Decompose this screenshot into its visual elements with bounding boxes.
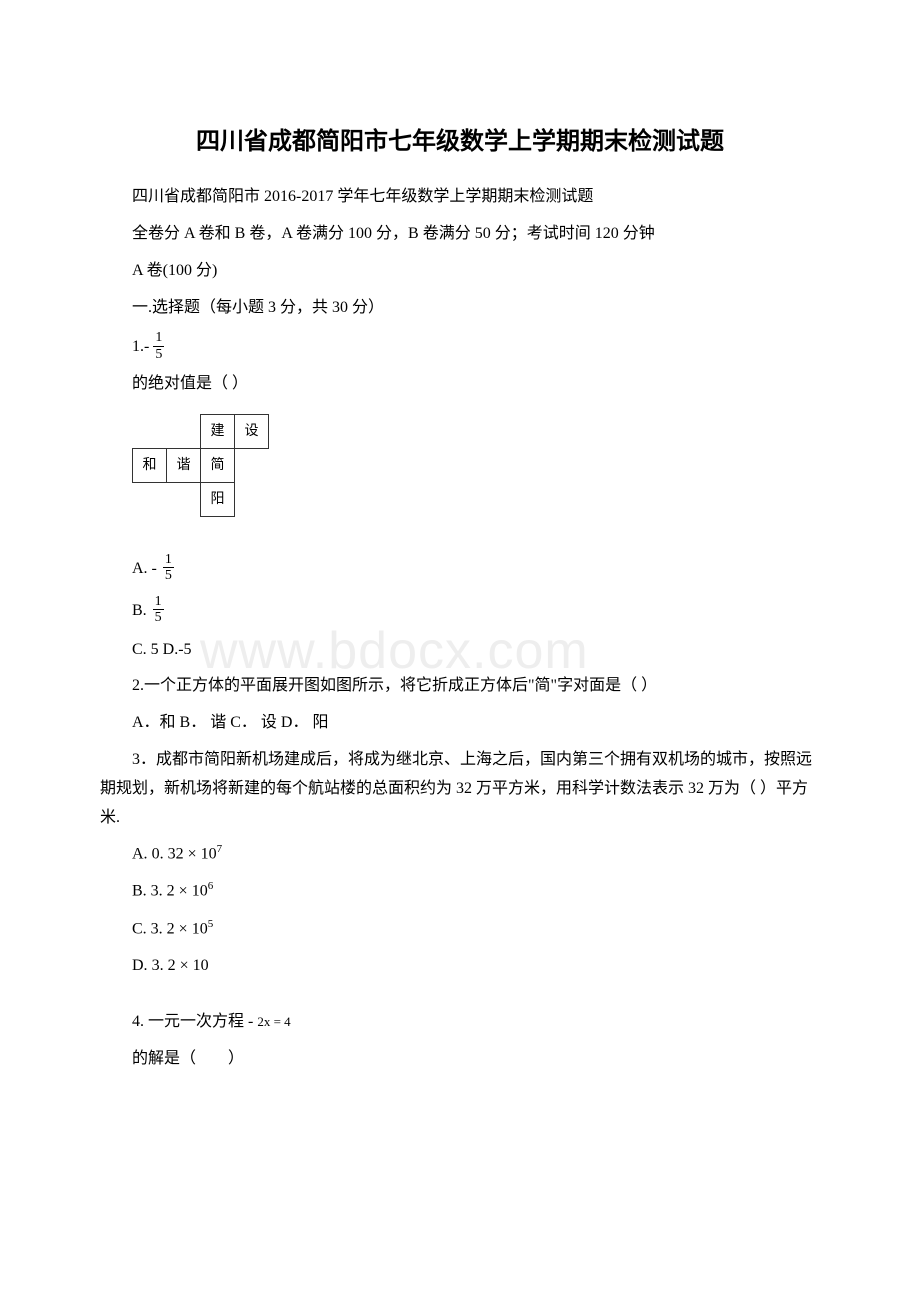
q2-options: A．和 B． 谐 C． 设 D． 阳 [100, 709, 820, 738]
q3-stem: 3．成都市简阳新机场建成后，将成为继北京、上海之后，国内第三个拥有双机场的城市，… [100, 746, 820, 832]
section-1-heading: 一.选择题（每小题 3 分，共 30 分） [100, 294, 820, 323]
subtitle: 四川省成都简阳市 2016-2017 学年七年级数学上学期期末检测试题 [100, 183, 820, 212]
q3-optA-value: 0. 32 × 10 [152, 846, 217, 863]
q1-optB-label: B. [132, 597, 147, 626]
q1-stem-line2: 的绝对值是（ ） [100, 370, 820, 399]
q2-stem: 2.一个正方体的平面展开图如图所示，将它折成正方体后"简"字对面是（ ） [100, 672, 820, 701]
q3-optB-value: 3. 2 × 10 [151, 883, 208, 900]
q1-option-cd: C. 5 D.-5 [100, 636, 820, 665]
q3-optB-label: B. [132, 883, 147, 900]
q3-option-b: B. 3. 2 × 106 [100, 877, 820, 906]
q1-frac-den: 5 [153, 347, 164, 362]
q1-prefix: 1.- [132, 333, 149, 362]
q3-optD-value: 3. 2 × 10 [152, 957, 209, 974]
q1-option-a: A. - 1 5 [100, 552, 820, 584]
q3-optC-exp: 5 [208, 918, 214, 930]
q4-line1-text: 4. 一元一次方程 - [132, 1013, 253, 1030]
q1-frac-num: 1 [153, 330, 164, 346]
q3-option-a: A. 0. 32 × 107 [100, 840, 820, 869]
q1-fraction: 1 5 [153, 330, 164, 362]
q4-stem-line1: 4. 一元一次方程 - 2x = 4 [100, 1008, 820, 1037]
q1-optA-fraction: 1 5 [163, 552, 174, 584]
q3-optC-label: C. [132, 920, 147, 937]
cube-net-figure: 建 设 和 谐 简 阳 [132, 414, 269, 517]
net-cell-jian: 建 [201, 414, 235, 448]
q1-stem-line1: 1.- 1 5 [100, 330, 820, 362]
q1-optA-label: A. - [132, 555, 157, 584]
q3-optA-label: A. [132, 846, 148, 863]
q1-optB-den: 5 [153, 610, 164, 625]
net-cell-xie: 谐 [167, 448, 201, 482]
q3-optA-exp: 7 [217, 843, 223, 855]
q3-option-c: C. 3. 2 × 105 [100, 915, 820, 944]
q3-optD-label: D. [132, 957, 148, 974]
document-content: 四川省成都简阳市七年级数学上学期期末检测试题 四川省成都简阳市 2016-201… [100, 120, 820, 1074]
q1-optB-fraction: 1 5 [153, 594, 164, 626]
instructions: 全卷分 A 卷和 B 卷，A 卷满分 100 分，B 卷满分 50 分；考试时间… [100, 220, 820, 249]
q1-option-b: B. 1 5 [100, 594, 820, 626]
net-cell-jian2: 简 [201, 448, 235, 482]
page-title: 四川省成都简阳市七年级数学上学期期末检测试题 [100, 120, 820, 163]
q3-option-d: D. 3. 2 × 10 [100, 952, 820, 981]
q1-optA-den: 5 [163, 568, 174, 583]
net-cell-she: 设 [235, 414, 269, 448]
q3-optB-exp: 6 [208, 880, 214, 892]
section-a-label: A 卷(100 分) [100, 257, 820, 286]
q4-stem-line2: 的解是（ ） [100, 1045, 820, 1074]
net-cell-he: 和 [133, 448, 167, 482]
q3-optC-value: 3. 2 × 10 [151, 920, 208, 937]
q4-equation: 2x = 4 [257, 1014, 290, 1029]
q1-optB-num: 1 [153, 594, 164, 610]
q1-optA-num: 1 [163, 552, 174, 568]
net-cell-yang: 阳 [201, 482, 235, 516]
